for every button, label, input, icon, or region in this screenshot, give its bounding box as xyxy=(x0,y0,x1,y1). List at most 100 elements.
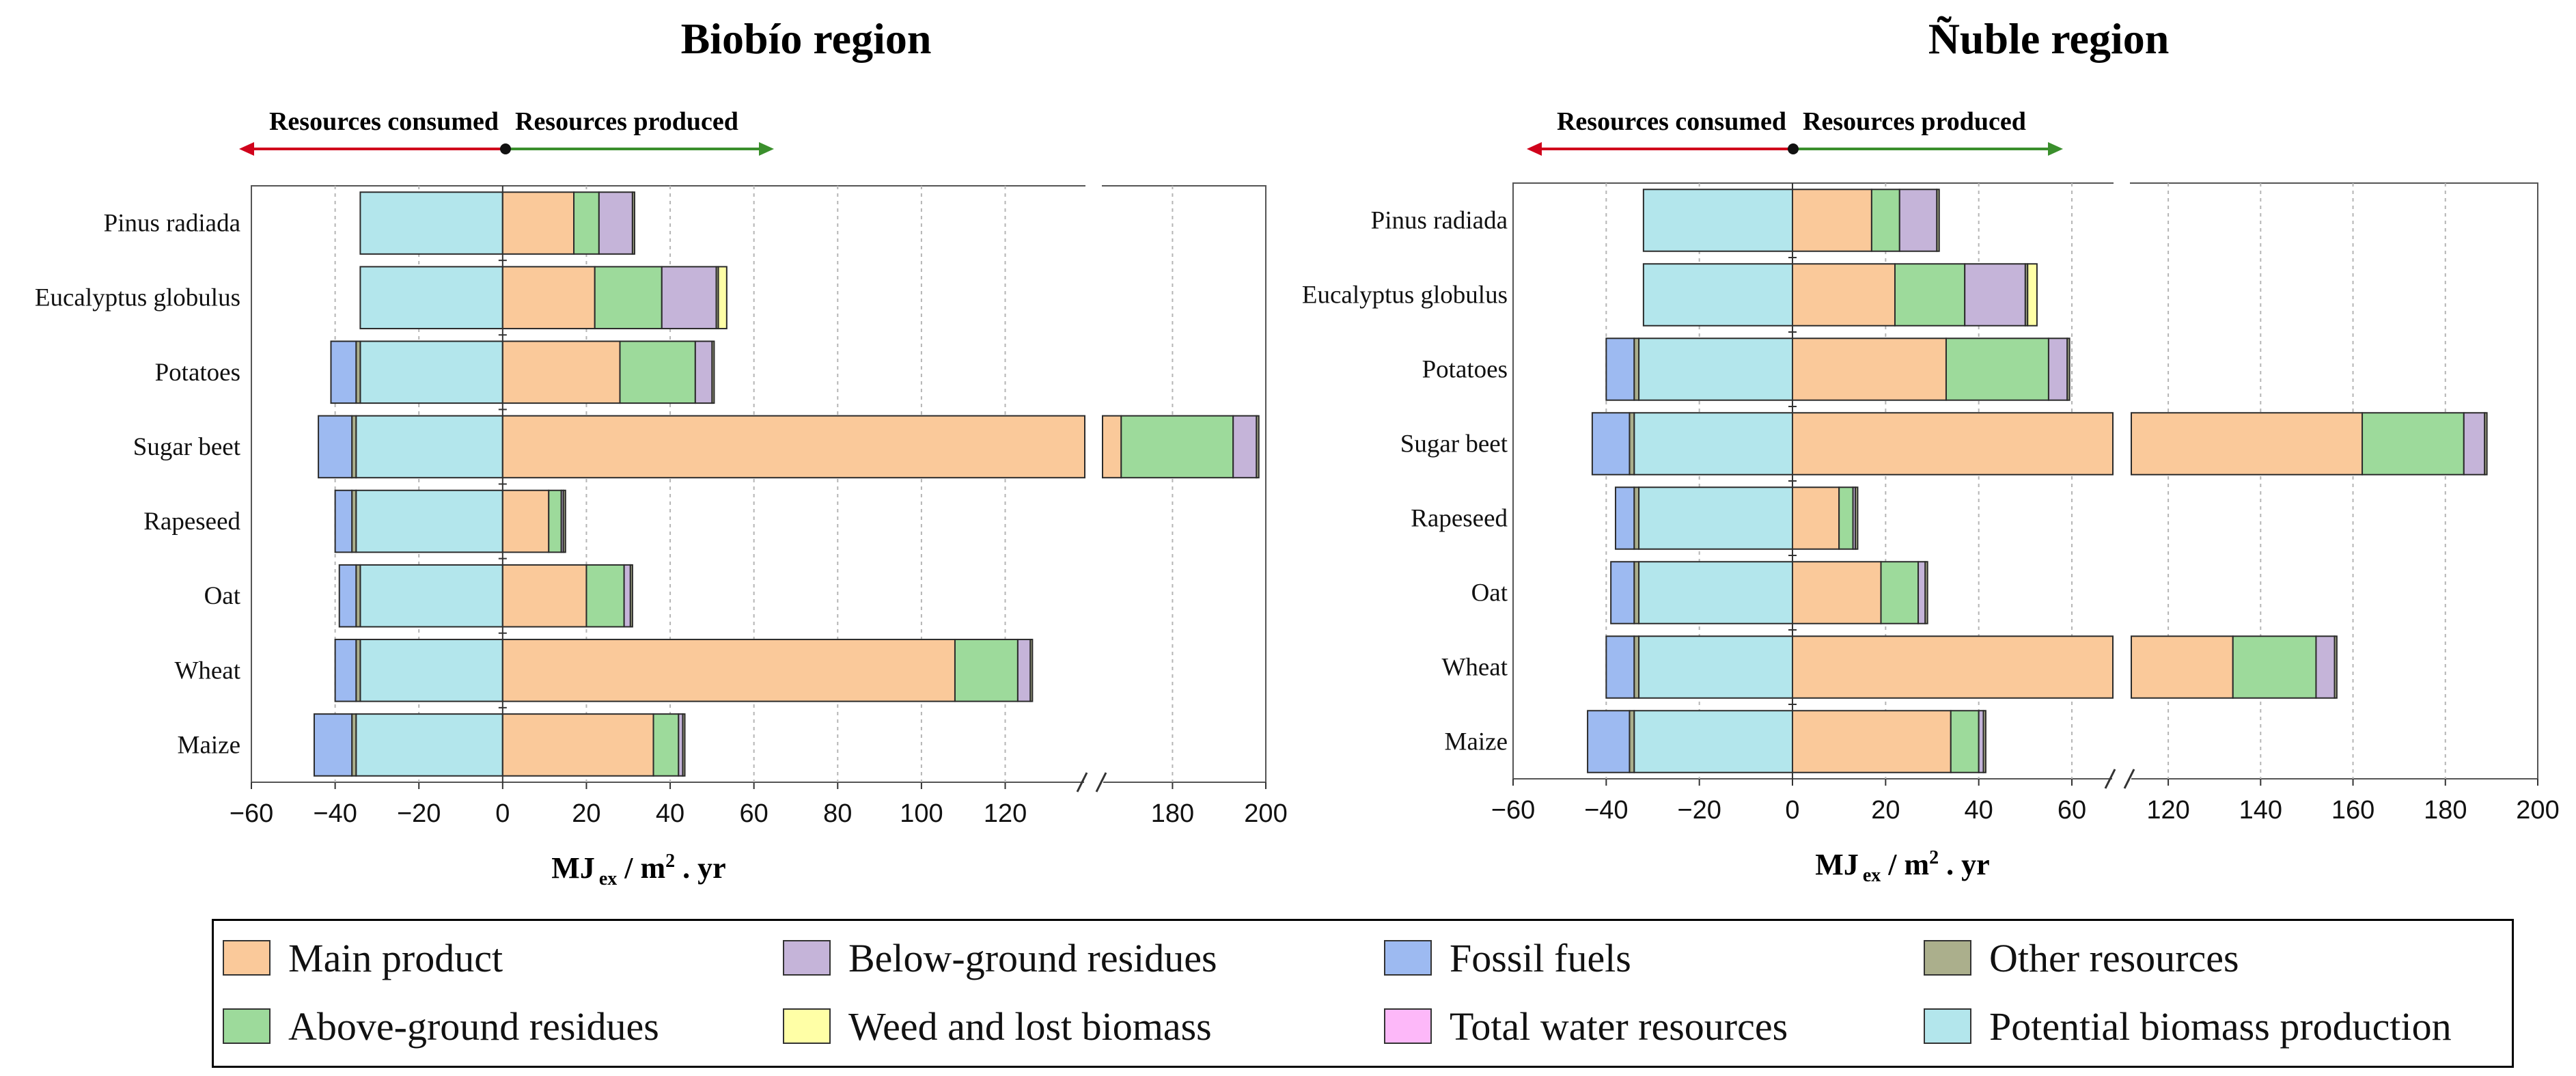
legend-label-main-product: Main product xyxy=(288,935,503,980)
bar-oat-other xyxy=(1633,561,1640,624)
category-label-wheat: Wheat xyxy=(1441,654,1508,682)
bar-pinus-radiada-agr xyxy=(573,191,600,255)
bar-potatoes-other xyxy=(1633,337,1640,401)
bar-oat-agr xyxy=(585,564,625,628)
category-label-potatoes: Potatoes xyxy=(155,359,240,387)
bar-maize-bgr xyxy=(1978,710,1984,773)
bar-eucalyptus-globulus-weed xyxy=(717,266,728,329)
x-axis-title-main: MJ xyxy=(1815,848,1859,881)
axis-break-mark xyxy=(1076,772,1088,792)
bar-eucalyptus-globulus-bgr xyxy=(1964,263,2026,327)
bar-pinus-radiada-main xyxy=(1792,189,1872,252)
bar-rapeseed-other xyxy=(562,489,566,553)
x-tick-label: 0 xyxy=(495,799,510,828)
bar-potatoes-other xyxy=(711,340,715,404)
x-axis-title: MJ ex / m2 . yr xyxy=(1815,847,1989,886)
axis-break-mark xyxy=(2123,769,2135,789)
x-tick-label: 120 xyxy=(2146,796,2189,825)
bar-wheat-agr xyxy=(954,639,1019,702)
x-tick-label: 100 xyxy=(900,799,943,828)
bar-potatoes-bgr xyxy=(2047,337,2068,401)
x-tick-label: −60 xyxy=(1491,796,1535,825)
arrow-origin-dot xyxy=(500,143,511,154)
legend-swatch-other-resources xyxy=(1924,940,1971,976)
bar-oat-fossil xyxy=(1610,561,1635,624)
bar-wheat-agr xyxy=(2232,635,2317,699)
bar-wheat-bgr xyxy=(1016,639,1031,702)
bar-sugar-beet-other xyxy=(1256,415,1260,479)
bar-maize-main xyxy=(1792,710,1952,773)
bar-pinus-radiada-pbp xyxy=(1642,189,1794,252)
x-tick-label: −20 xyxy=(1677,796,1721,825)
bar-maize-pbp xyxy=(1633,710,1794,773)
category-label-oat: Oat xyxy=(204,582,241,610)
x-axis-title: MJ ex / m2 . yr xyxy=(551,851,725,889)
x-axis-title-sup: 2 xyxy=(1929,847,1939,868)
x-axis-title-sup: 2 xyxy=(665,851,675,872)
x-tick-label: 200 xyxy=(2516,796,2559,825)
bar-pinus-radiada-main xyxy=(501,191,575,255)
x-tick-label: 60 xyxy=(2058,796,2086,825)
bar-pinus-radiada-pbp xyxy=(359,191,503,255)
bar-potatoes-pbp xyxy=(359,340,503,404)
bar-oat-pbp xyxy=(359,564,503,628)
bar-wheat-main xyxy=(501,639,956,702)
bar-sugar-beet-main xyxy=(1792,412,2114,475)
category-label-maize: Maize xyxy=(1445,728,1508,756)
legend-swatch-below-ground-residues xyxy=(783,940,831,976)
bar-maize-other xyxy=(1982,710,1986,773)
bar-rapeseed-other xyxy=(1633,486,1640,550)
legend-label-below-ground-residues: Below-ground residues xyxy=(848,935,1217,980)
x-axis-title-end: . yr xyxy=(1939,848,1990,881)
bar-maize-fossil xyxy=(1587,710,1631,773)
bar-wheat-fossil xyxy=(334,639,357,702)
bar-eucalyptus-globulus-main xyxy=(501,266,596,329)
legend-swatch-above-ground-residues xyxy=(223,1008,271,1044)
bar-oat-other xyxy=(1924,561,1928,624)
arrow-produced-head xyxy=(759,142,774,156)
bar-pinus-radiada-other xyxy=(1936,189,1940,252)
bar-sugar-beet-main xyxy=(2131,412,2364,475)
x-tick-label: 180 xyxy=(1151,799,1194,828)
bar-maize-pbp xyxy=(355,713,503,777)
bar-wheat-main xyxy=(2131,635,2234,699)
legend-swatch-main-product xyxy=(223,940,271,976)
bar-eucalyptus-globulus-pbp xyxy=(359,266,503,329)
category-label-eucalyptus-globulus: Eucalyptus globulus xyxy=(35,284,240,312)
bar-oat-other xyxy=(629,564,633,628)
bar-potatoes-agr xyxy=(1945,337,2049,401)
bar-eucalyptus-globulus-agr xyxy=(1894,263,1966,327)
bar-wheat-fossil xyxy=(1605,635,1635,699)
legend-label-above-ground-residues: Above-ground residues xyxy=(288,1004,659,1049)
x-axis-title-main: MJ xyxy=(551,851,595,885)
legend-item-total-water-resources: Total water resources xyxy=(1384,999,1788,1053)
arrow-consumed-head xyxy=(239,142,254,156)
bar-pinus-radiada-bgr xyxy=(598,191,633,255)
axis-break-mark xyxy=(2104,769,2116,789)
axis-break-gap xyxy=(2114,180,2130,782)
legend-item-main-product: Main product xyxy=(223,930,503,985)
legend-swatch-total-water-resources xyxy=(1384,1008,1432,1044)
x-axis-title-sub: ex xyxy=(599,868,617,889)
x-tick-label: 40 xyxy=(656,799,684,828)
legend-item-other-resources: Other resources xyxy=(1924,930,2239,985)
legend-swatch-potential-biomass-production xyxy=(1924,1008,1971,1044)
bar-eucalyptus-globulus-agr xyxy=(594,266,663,329)
bar-potatoes-agr xyxy=(619,340,696,404)
bar-wheat-other xyxy=(1633,635,1640,699)
arrow-produced-label: Resources produced xyxy=(515,107,738,136)
bar-potatoes-main xyxy=(1792,337,1947,401)
bar-maize-agr xyxy=(1950,710,1980,773)
bar-eucalyptus-globulus-bgr xyxy=(661,266,717,329)
bar-pinus-radiada-other xyxy=(631,191,635,255)
x-axis-title-rest: / m xyxy=(1881,848,1929,881)
arrow-consumed-head xyxy=(1527,142,1542,156)
legend: Main product Below-ground residues Fossi… xyxy=(212,919,2514,1068)
bar-oat-main xyxy=(501,564,587,628)
bar-potatoes-other xyxy=(2066,337,2071,401)
panel-nuble: Ñuble region Resources consumed Resources … xyxy=(1302,14,2560,886)
x-tick-label: 0 xyxy=(1785,796,1799,825)
bar-maize-fossil xyxy=(313,713,353,777)
panel-biobio: Biobío region Resources consumed Resources… xyxy=(35,14,1288,889)
bar-rapeseed-agr xyxy=(548,489,562,553)
